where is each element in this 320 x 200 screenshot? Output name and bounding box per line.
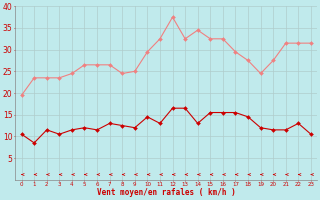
X-axis label: Vent moyen/en rafales ( km/h ): Vent moyen/en rafales ( km/h ): [97, 188, 236, 197]
